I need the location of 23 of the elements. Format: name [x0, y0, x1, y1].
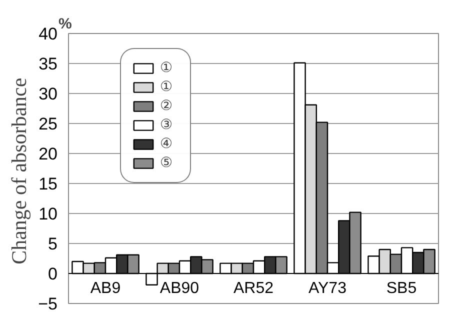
- y-tick-label: −5: [38, 294, 58, 314]
- y-tick-label: 40: [38, 24, 58, 44]
- x-tick-label: SB5: [386, 280, 417, 297]
- y-tick-label: 10: [38, 204, 58, 224]
- legend-label: ③: [160, 117, 174, 134]
- y-tick-label: 5: [48, 234, 58, 254]
- legend-label: ⑤: [160, 155, 174, 172]
- y-tick-label: 25: [38, 114, 58, 134]
- y-tick-label: 30: [38, 84, 58, 104]
- text: %: [58, 16, 72, 32]
- x-tick-label: AR52: [233, 280, 274, 297]
- legend-label: ①: [160, 60, 174, 77]
- y-tick-label: 15: [38, 174, 58, 194]
- legend-label: ①: [160, 79, 174, 96]
- y-axis-title: Change of absorbance: [7, 78, 32, 264]
- x-tick-label: AB90: [160, 280, 200, 297]
- y-tick-label: 20: [38, 144, 58, 164]
- x-tick-label: AB9: [90, 280, 121, 297]
- y-tick-label: 35: [38, 54, 58, 74]
- x-tick-label: AY73: [308, 280, 347, 297]
- legend-label: ④: [160, 136, 174, 153]
- y-tick-label: 0: [48, 264, 58, 284]
- legend-label: ②: [160, 98, 174, 115]
